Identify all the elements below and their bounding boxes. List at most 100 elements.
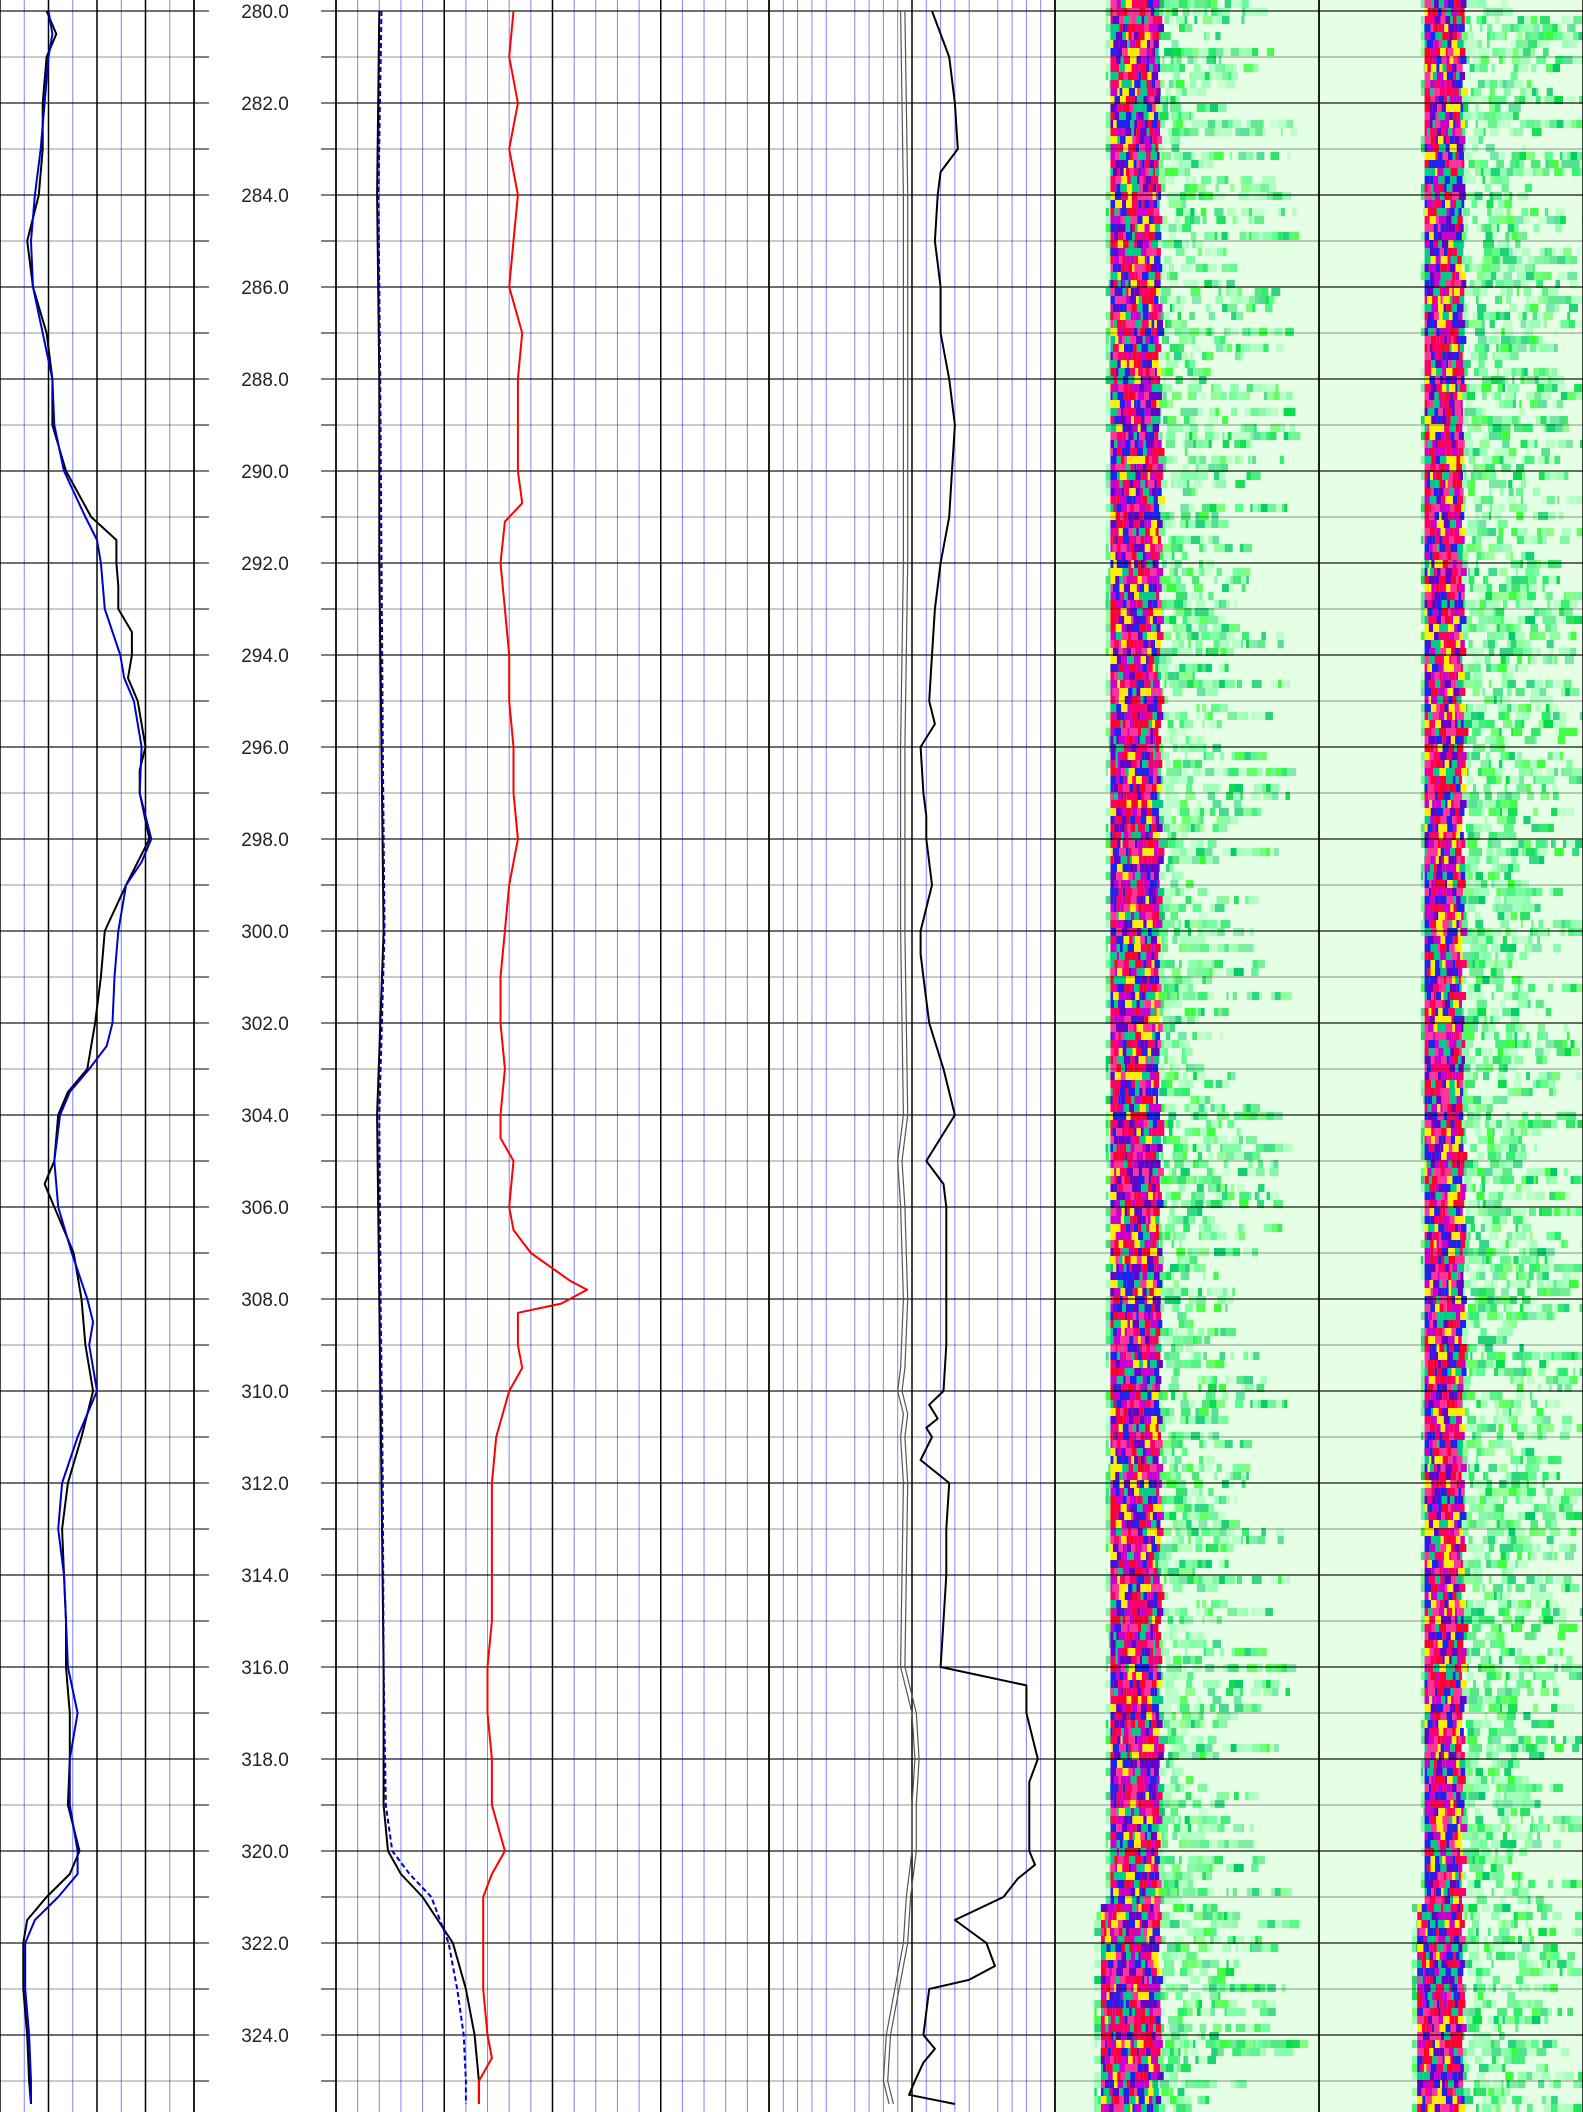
heatmap-cell <box>1105 184 1114 192</box>
heatmap-cell <box>1122 1472 1127 1480</box>
heatmap-cell <box>1140 1456 1145 1464</box>
heatmap-cell <box>1132 1320 1140 1328</box>
heatmap-cell <box>1156 880 1160 888</box>
heatmap-cell <box>1169 904 1176 912</box>
heatmap-cell <box>1136 760 1140 768</box>
heatmap-cell <box>1142 592 1150 600</box>
heatmap-cell <box>1174 1560 1180 1568</box>
heatmap-cell <box>1198 1104 1205 1112</box>
heatmap-cell <box>1148 832 1153 840</box>
heatmap-cell <box>1181 240 1187 248</box>
heatmap-cell <box>1105 528 1115 536</box>
heatmap-cell <box>1189 216 1195 224</box>
heatmap-cell <box>1143 640 1149 648</box>
heatmap-cell <box>1127 1400 1130 1408</box>
heatmap-cell <box>1168 1016 1176 1024</box>
heatmap-cell <box>1113 1560 1119 1568</box>
heatmap-cell <box>1285 792 1290 800</box>
heatmap-cell <box>1123 920 1129 928</box>
heatmap-cell <box>1148 184 1154 192</box>
heatmap-cell <box>1204 1416 1212 1424</box>
heatmap-cell <box>1110 616 1116 624</box>
heatmap-cell <box>1249 128 1256 136</box>
heatmap-cell <box>1144 680 1151 688</box>
heatmap-cell <box>1224 176 1229 184</box>
heatmap-cell <box>1170 1304 1173 1312</box>
heatmap-cell <box>1230 184 1235 192</box>
heatmap-cell <box>1153 336 1159 344</box>
heatmap-cell <box>1254 1192 1258 1200</box>
heatmap-cell <box>1144 1568 1149 1576</box>
heatmap-cell <box>1110 0 1117 8</box>
heatmap-cell <box>1222 1144 1233 1152</box>
heatmap-cell <box>1110 272 1114 280</box>
heatmap-cell <box>1202 976 1206 984</box>
heatmap-cell <box>1120 856 1128 864</box>
heatmap-cell <box>1131 648 1136 656</box>
heatmap-cell <box>1150 632 1157 640</box>
heatmap-cell <box>1140 1440 1145 1448</box>
heatmap-cell <box>1181 440 1185 448</box>
heatmap-cell <box>1126 624 1133 632</box>
heatmap-cell <box>1144 224 1150 232</box>
heatmap-cell <box>1150 152 1157 160</box>
heatmap-cell <box>1129 504 1134 512</box>
heatmap-cell <box>1188 1288 1194 1296</box>
heatmap-cell <box>1203 1200 1207 1208</box>
heatmap-cell <box>1173 80 1176 88</box>
heatmap-cell <box>1180 800 1188 808</box>
heatmap-cell <box>1146 872 1151 880</box>
heatmap-cell <box>1125 224 1131 232</box>
heatmap-cell <box>1105 392 1109 400</box>
heatmap-cell <box>1130 1256 1137 1264</box>
heatmap-cell <box>1119 848 1126 856</box>
heatmap-cell <box>1134 400 1137 408</box>
heatmap-cell <box>1213 1136 1218 1144</box>
heatmap-cell <box>1200 1264 1206 1272</box>
heatmap-cell <box>1135 136 1140 144</box>
heatmap-cell <box>1163 1040 1168 1048</box>
heatmap-cell <box>1116 1080 1121 1088</box>
heatmap-cell <box>1273 1160 1279 1168</box>
heatmap-cell <box>1133 1248 1139 1256</box>
heatmap-cell <box>1130 280 1137 288</box>
heatmap-cell <box>1227 1192 1235 1200</box>
heatmap-cell <box>1184 1128 1193 1136</box>
heatmap-cell <box>1105 616 1115 624</box>
heatmap-cell <box>1238 152 1247 160</box>
heatmap-cell <box>1134 944 1141 952</box>
heatmap-cell <box>1139 624 1147 632</box>
heatmap-cell <box>1143 1264 1148 1272</box>
heatmap-cell <box>1105 40 1111 48</box>
heatmap-cell <box>1141 1368 1148 1376</box>
heatmap-cell <box>1179 720 1185 728</box>
heatmap-cell <box>1115 488 1122 496</box>
heatmap-cell <box>1187 384 1197 392</box>
heatmap-cell <box>1134 232 1140 240</box>
heatmap-cell <box>1110 24 1114 32</box>
heatmap-cell <box>1152 912 1156 920</box>
heatmap-cell <box>1218 1544 1221 1552</box>
heatmap-cell <box>1110 512 1116 520</box>
heatmap-cell <box>1130 56 1135 64</box>
heatmap-cell <box>1149 976 1155 984</box>
heatmap-cell <box>1133 784 1137 792</box>
heatmap-cell <box>1178 168 1185 176</box>
heatmap-cell <box>1204 1336 1211 1344</box>
heatmap-cell <box>1148 904 1154 912</box>
heatmap-cell <box>1255 712 1266 720</box>
heatmap-cell <box>1133 432 1137 440</box>
heatmap-cell <box>1219 928 1225 936</box>
heatmap-cell <box>1267 192 1273 200</box>
heatmap-cell <box>1146 1248 1151 1256</box>
heatmap-cell <box>1114 880 1119 888</box>
heatmap-cell <box>1119 1112 1127 1120</box>
heatmap-cell <box>1143 176 1146 184</box>
heatmap-cell <box>1184 1048 1193 1056</box>
heatmap-cell <box>1157 992 1167 1000</box>
heatmap-cell <box>1230 632 1235 640</box>
heatmap-cell <box>1207 1288 1211 1296</box>
heatmap-cell <box>1176 224 1183 232</box>
heatmap-cell <box>1226 968 1234 976</box>
heatmap-cell <box>1141 1472 1148 1480</box>
